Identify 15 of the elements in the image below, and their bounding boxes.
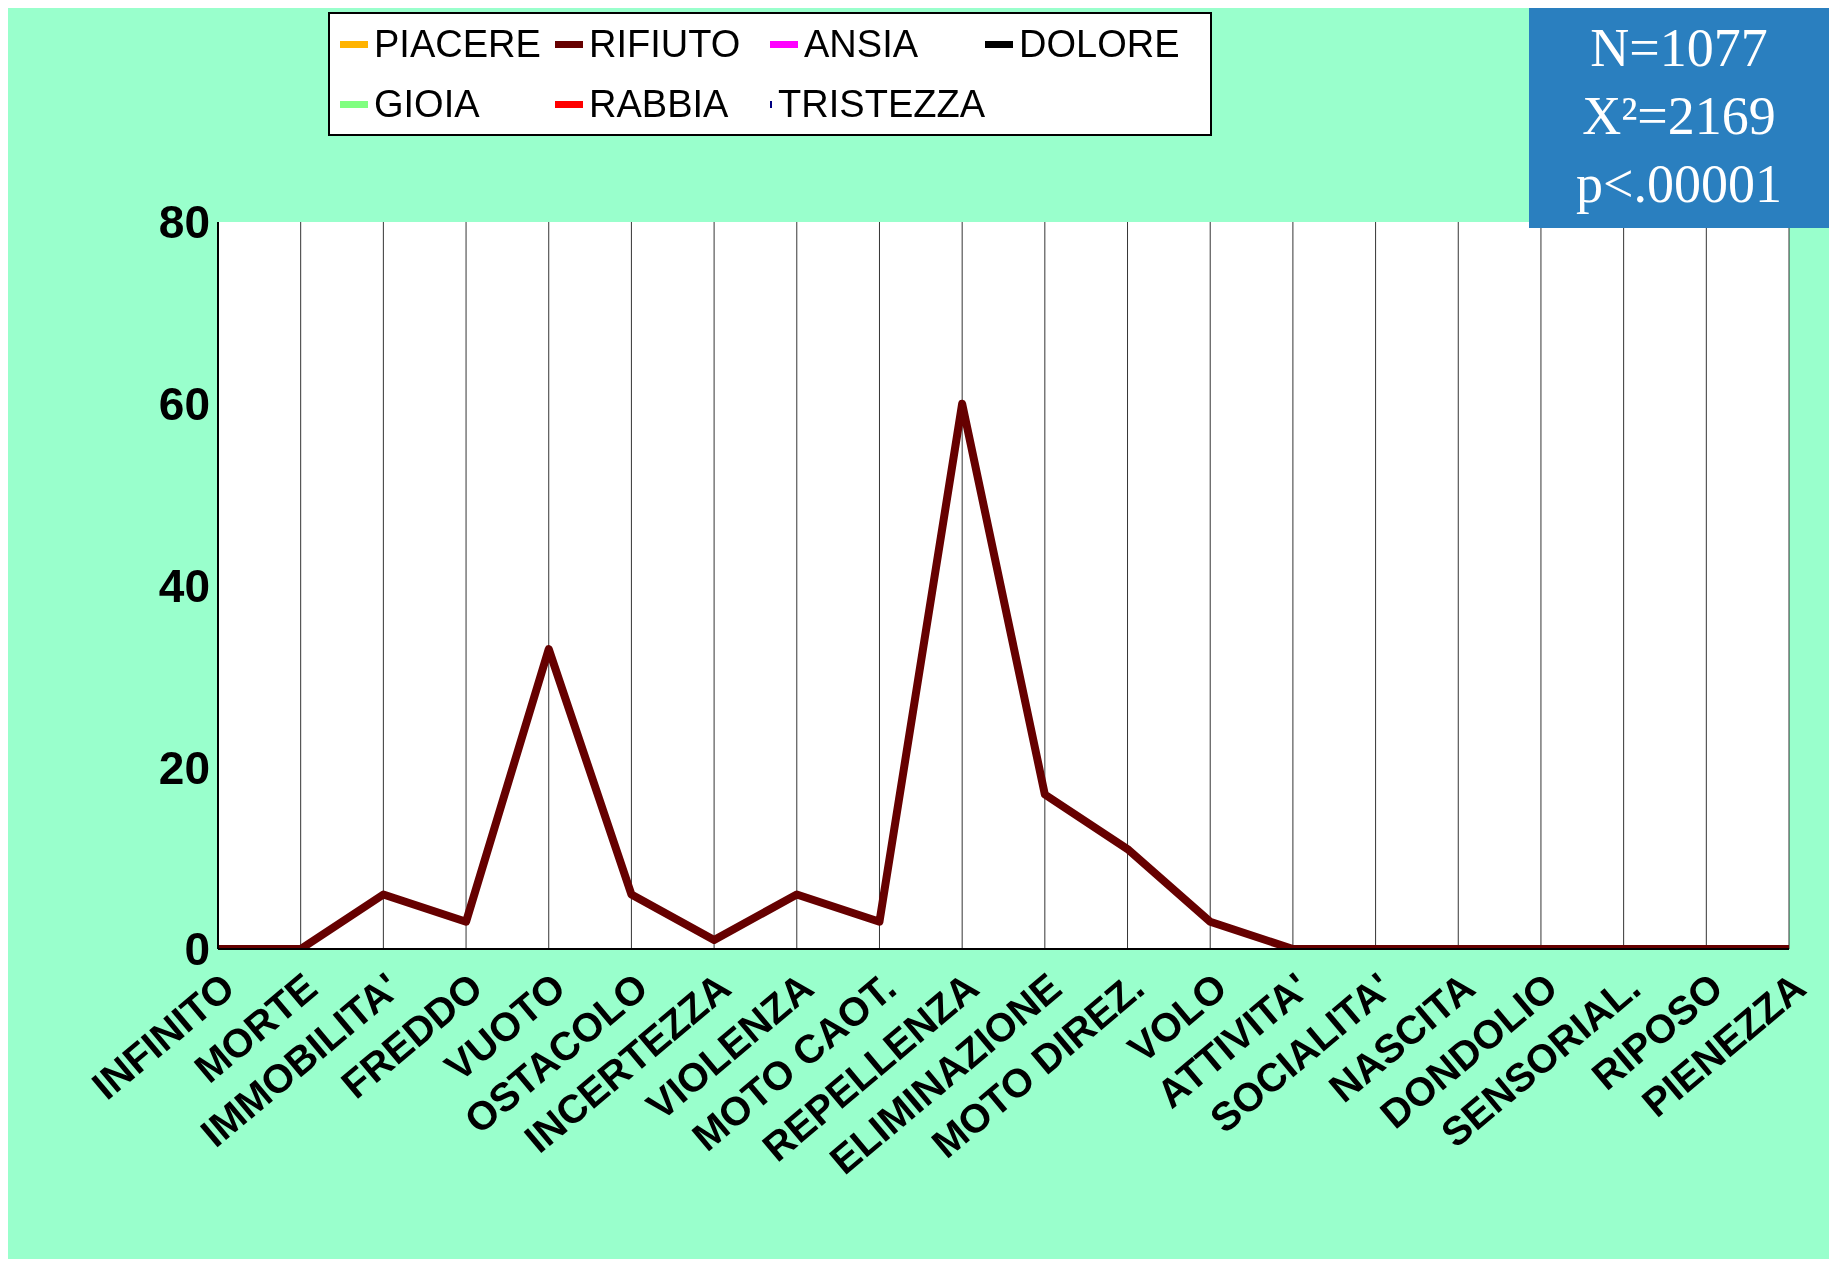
text: X²=2169 <box>1581 85 1777 148</box>
y-tick-label: 40 <box>158 559 210 612</box>
y-tick-label: 80 <box>158 196 210 249</box>
y-tick-label: 0 <box>184 923 210 976</box>
legend-label: TRISTEZZA <box>778 82 985 126</box>
legend-label: PIACERE <box>374 22 541 66</box>
legend-label: ANSIA <box>804 22 919 66</box>
legend-label: DOLORE <box>1019 22 1180 66</box>
text: N=1077 <box>1589 17 1769 80</box>
legend-label: GIOIA <box>374 82 480 126</box>
text: p<.00001 <box>1575 153 1783 216</box>
legend-label: RIFIUTO <box>589 22 741 66</box>
y-tick-label: 20 <box>158 741 210 794</box>
y-tick-label: 60 <box>158 378 210 431</box>
legend-label: RABBIA <box>589 82 729 126</box>
